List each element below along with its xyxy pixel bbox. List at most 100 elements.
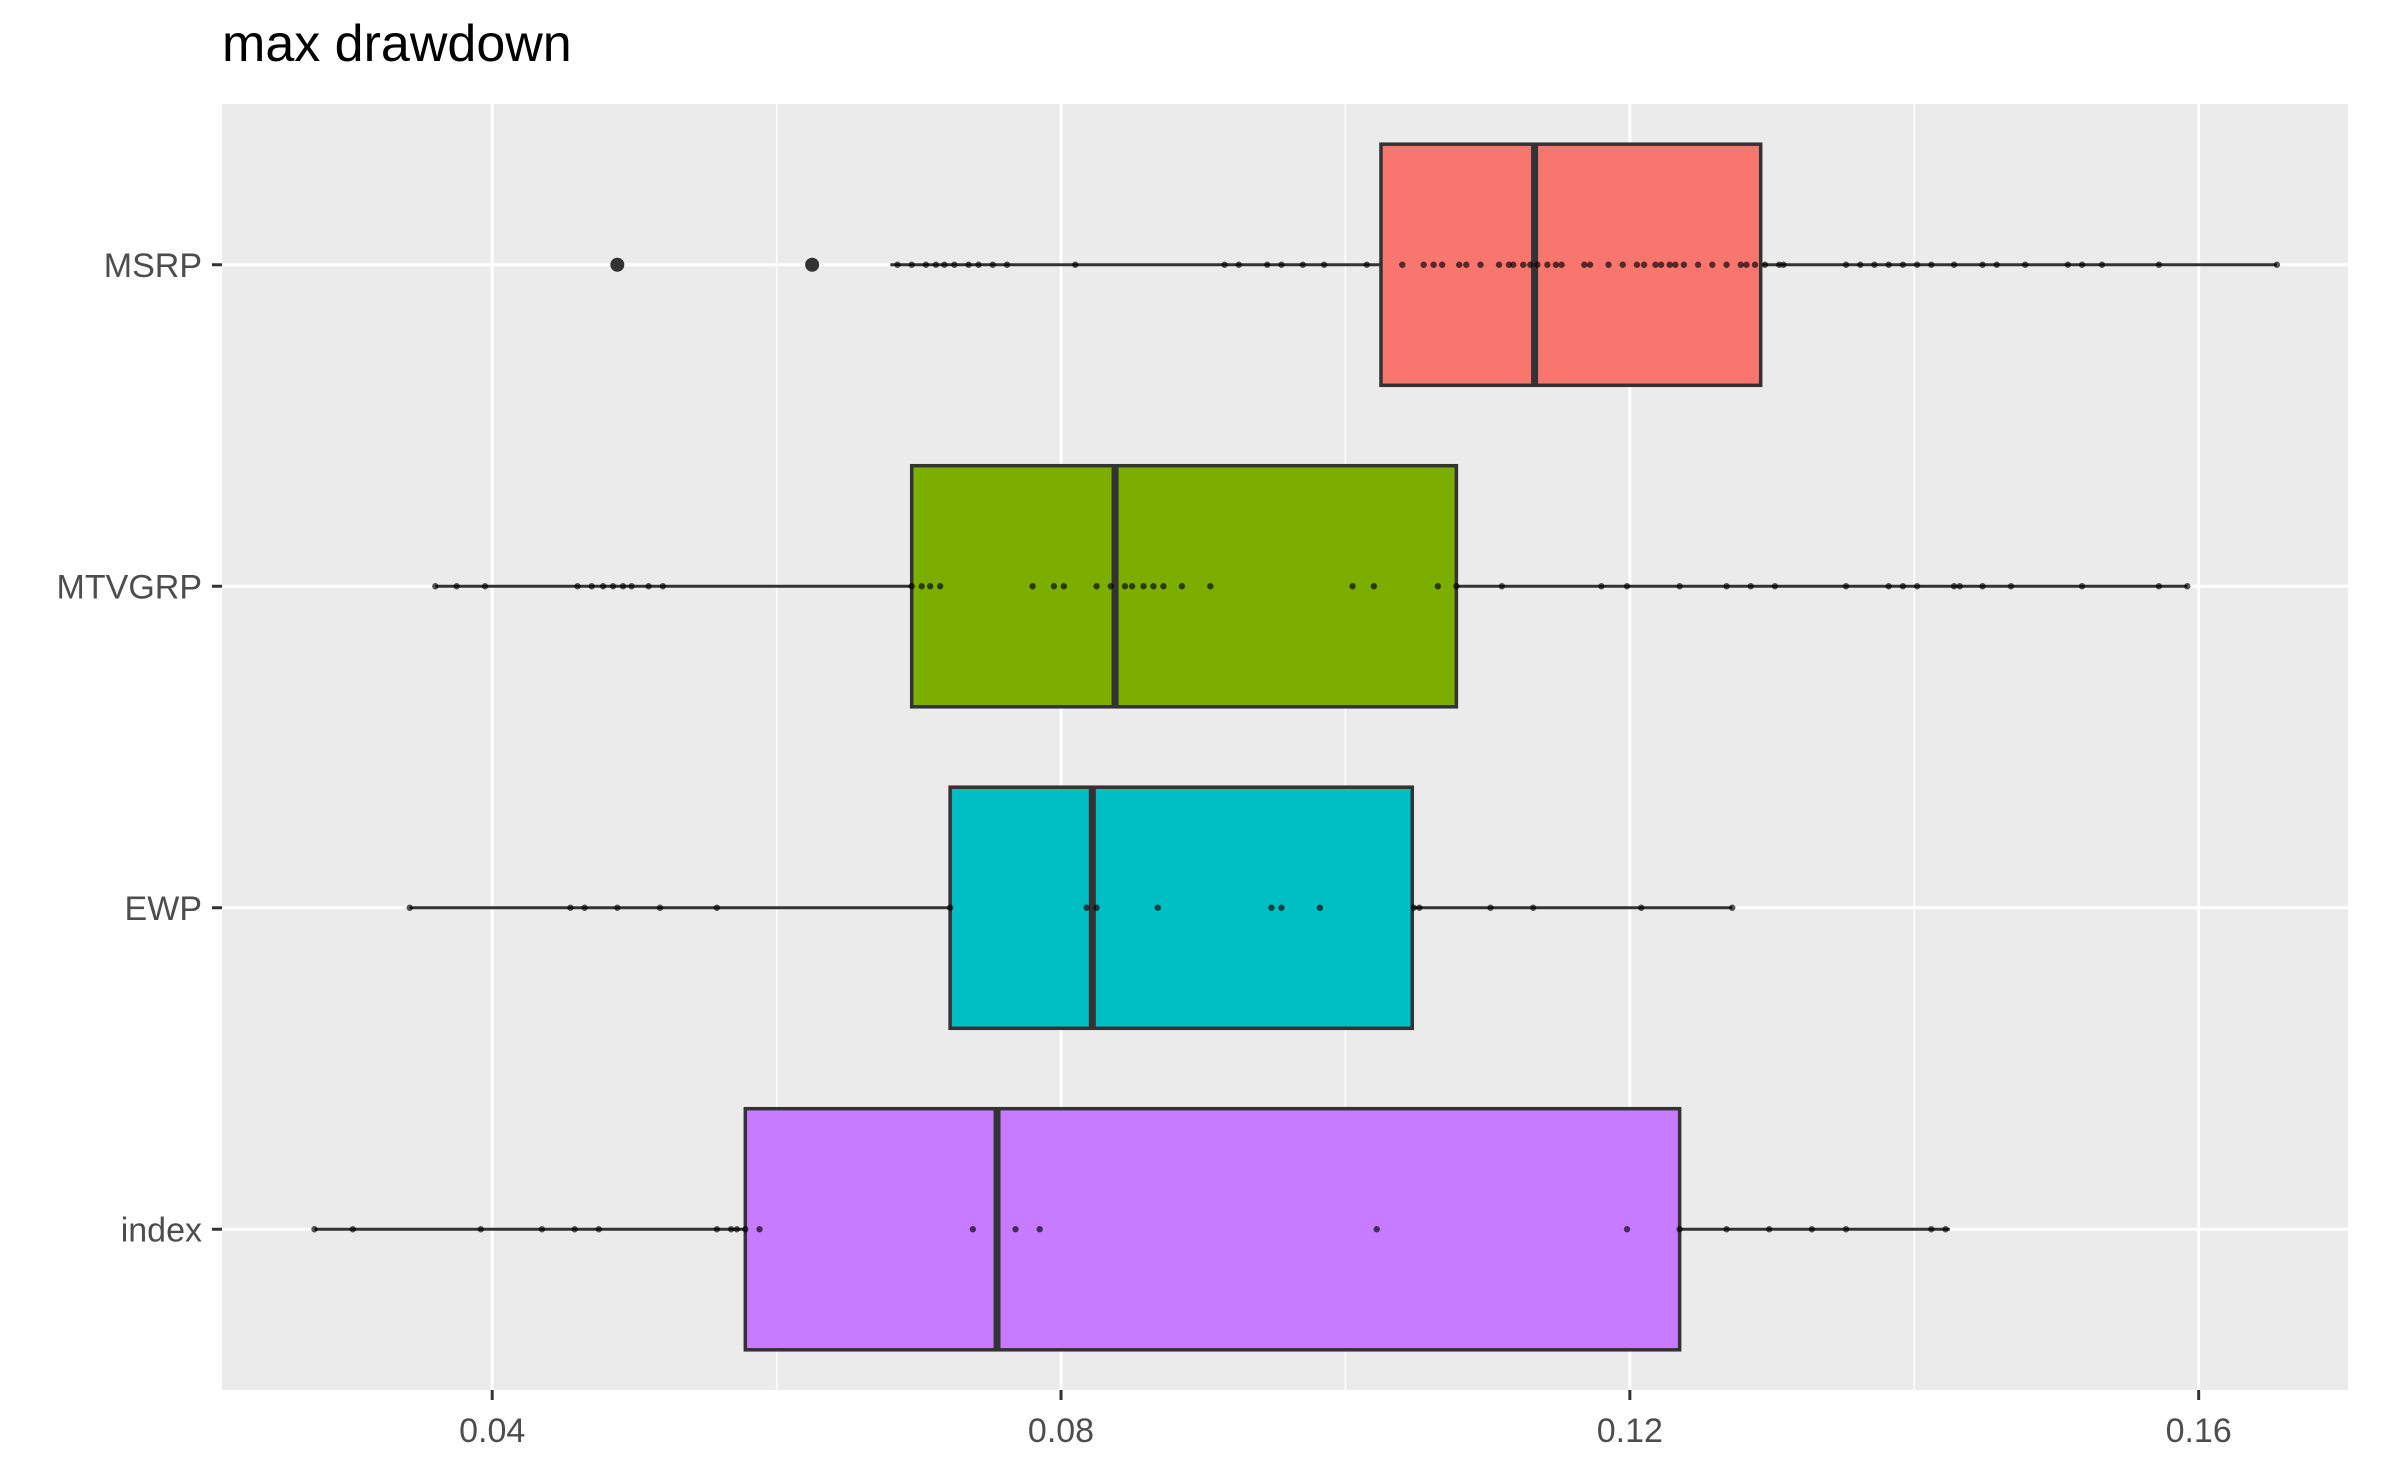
- data-point: [609, 583, 617, 590]
- data-point: [1529, 904, 1537, 911]
- data-point: [1268, 904, 1275, 911]
- data-point: [1060, 583, 1068, 590]
- data-point: [1885, 261, 1892, 268]
- data-point: [1121, 583, 1129, 590]
- box-group-MSRP: [610, 142, 2281, 388]
- y-tick-label: EWP: [125, 890, 202, 928]
- box-group-index: [311, 1106, 1950, 1352]
- data-point: [1003, 261, 1011, 268]
- data-point: [1780, 261, 1787, 268]
- data-point: [1036, 1226, 1043, 1233]
- chart-title: max drawdown: [222, 15, 572, 73]
- data-point: [1672, 261, 1679, 268]
- data-point: [1178, 583, 1186, 590]
- data-point: [574, 583, 581, 590]
- data-point: [2078, 261, 2086, 268]
- data-point: [1510, 261, 1517, 268]
- data-point: [1264, 261, 1271, 268]
- data-point: [349, 1226, 357, 1233]
- data-point: [1456, 261, 1463, 268]
- data-point: [1316, 904, 1324, 911]
- data-point: [1928, 261, 1935, 268]
- box: [743, 1106, 1682, 1352]
- data-point: [1666, 261, 1673, 268]
- y-tick-label: MTVGRP: [57, 568, 202, 606]
- data-point: [1605, 261, 1612, 268]
- data-point: [1221, 261, 1228, 268]
- data-point: [567, 904, 574, 911]
- data-point: [926, 583, 934, 590]
- data-point: [1766, 1226, 1773, 1233]
- data-point: [1278, 261, 1285, 268]
- data-point: [1979, 261, 1986, 268]
- data-point: [2098, 261, 2106, 268]
- data-point: [1128, 583, 1136, 590]
- data-point: [2155, 261, 2163, 268]
- data-point: [1751, 261, 1759, 268]
- data-point: [1416, 904, 1423, 911]
- data-point: [1993, 261, 2000, 268]
- data-point: [614, 904, 621, 911]
- data-point: [1723, 1226, 1730, 1233]
- data-point: [1349, 583, 1356, 590]
- data-point: [1370, 583, 1378, 590]
- data-point: [1519, 261, 1527, 268]
- data-point: [932, 261, 940, 268]
- data-point: [1808, 1226, 1816, 1233]
- y-tick-label: MSRP: [104, 247, 202, 285]
- box: [948, 785, 1415, 1031]
- data-point: [656, 904, 664, 911]
- data-point: [571, 1226, 578, 1233]
- data-point: [1278, 904, 1285, 911]
- data-point: [538, 1226, 546, 1233]
- data-point: [581, 904, 588, 911]
- data-point: [1694, 261, 1702, 268]
- data-point: [1871, 261, 1878, 268]
- data-point: [1640, 261, 1648, 268]
- data-point: [1207, 583, 1214, 590]
- data-point: [1979, 583, 1986, 590]
- data-point: [975, 261, 982, 268]
- data-point: [713, 904, 721, 911]
- data-point: [2064, 261, 2072, 268]
- data-point: [965, 261, 972, 268]
- data-point: [941, 261, 948, 268]
- data-point: [1477, 261, 1484, 268]
- outlier-point: [610, 257, 625, 272]
- data-point: [1107, 583, 1114, 590]
- data-point: [1619, 261, 1626, 268]
- data-point: [645, 583, 652, 590]
- data-point: [1373, 1226, 1380, 1233]
- data-point: [1842, 261, 1850, 268]
- data-point: [1558, 261, 1565, 268]
- data-point: [406, 904, 413, 911]
- data-point: [453, 583, 460, 590]
- data-point: [1420, 261, 1427, 268]
- data-point: [1899, 583, 1907, 590]
- data-point: [1029, 583, 1036, 590]
- data-point: [2021, 261, 2029, 268]
- data-point: [1150, 583, 1157, 590]
- data-point: [628, 583, 635, 590]
- data-point: [1657, 261, 1665, 268]
- data-point: [1083, 904, 1090, 911]
- data-point: [1235, 261, 1242, 268]
- data-point: [1857, 261, 1864, 268]
- data-point: [1842, 1226, 1850, 1233]
- data-point: [1842, 583, 1850, 590]
- data-point: [1093, 904, 1100, 911]
- data-point: [1723, 261, 1730, 268]
- data-point: [1747, 583, 1754, 590]
- data-point: [1913, 583, 1921, 590]
- data-point: [1623, 583, 1631, 590]
- data-point: [1723, 583, 1730, 590]
- x-tick-label: 0.16: [2166, 1412, 2232, 1450]
- data-point: [481, 583, 489, 590]
- data-point: [922, 261, 930, 268]
- data-point: [311, 1226, 318, 1233]
- data-point: [1743, 261, 1750, 268]
- data-point: [908, 583, 915, 590]
- data-point: [2078, 583, 2086, 590]
